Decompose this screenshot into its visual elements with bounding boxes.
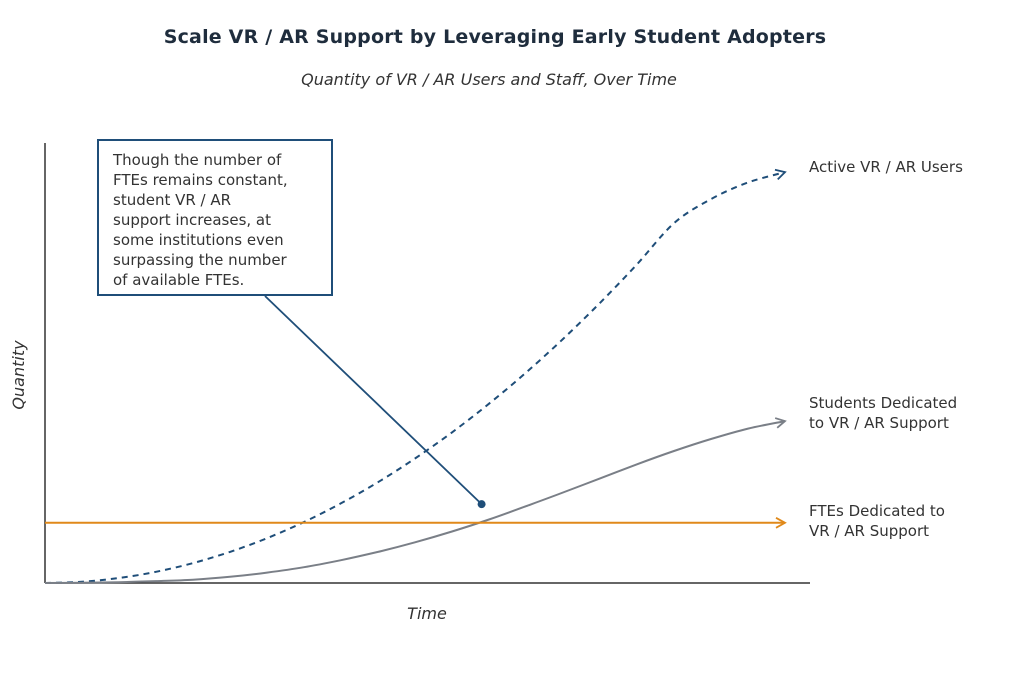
annotation-line: student VR / AR — [113, 191, 232, 209]
annotation-line: surpassing the number — [113, 251, 287, 269]
series-layer — [44, 168, 787, 584]
annotation-target-dot — [477, 500, 486, 509]
label-active-users: Active VR / AR Users — [809, 158, 963, 176]
series-students-dedicated-line — [44, 417, 787, 584]
annotation-line: some institutions even — [113, 231, 284, 249]
annotation-line: of available FTEs. — [113, 271, 245, 289]
series-active-users-line — [44, 168, 787, 584]
label-students-dedicated: Students Dedicated to VR / AR Support — [809, 394, 962, 432]
annotation-line: support increases, at — [113, 211, 272, 229]
label-ftes-dedicated: FTEs Dedicated to VR / AR Support — [809, 502, 950, 540]
chart-title: Scale VR / AR Support by Leveraging Earl… — [163, 26, 827, 48]
annotation-callout: Though the number of FTEs remains consta… — [97, 139, 333, 296]
annotation-line: FTEs remains constant, — [113, 171, 288, 189]
annotation-leader-line — [264, 295, 483, 505]
x-axis-label: Time — [407, 604, 447, 623]
chart-subtitle: Quantity of VR / AR Users and Staff, Ove… — [301, 70, 677, 89]
annotation-line: Though the number of — [113, 151, 282, 169]
y-axis-label: Quantity — [9, 340, 28, 410]
